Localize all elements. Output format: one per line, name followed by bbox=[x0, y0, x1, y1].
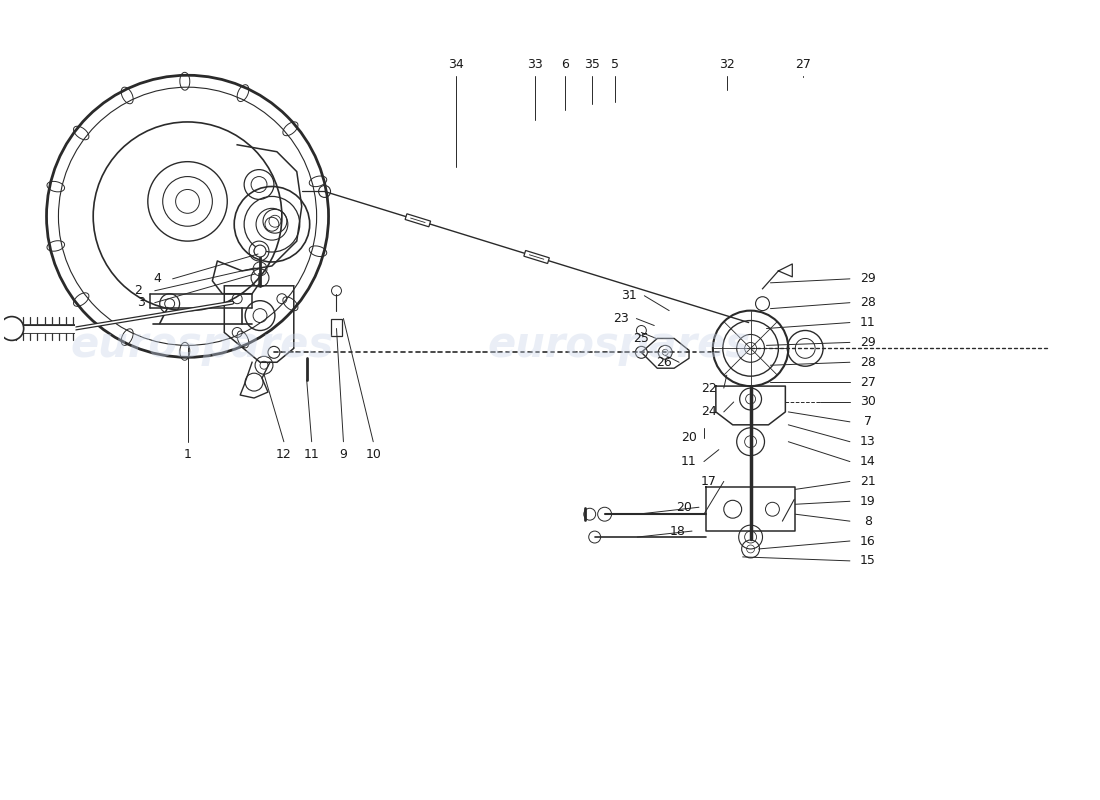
Text: 26: 26 bbox=[657, 356, 672, 369]
Text: 27: 27 bbox=[860, 376, 876, 389]
Text: 28: 28 bbox=[860, 356, 876, 369]
Text: 8: 8 bbox=[864, 514, 872, 528]
Text: 27: 27 bbox=[795, 58, 811, 71]
Text: 7: 7 bbox=[864, 415, 872, 428]
Polygon shape bbox=[524, 250, 549, 263]
Text: 6: 6 bbox=[561, 58, 569, 71]
Text: 24: 24 bbox=[701, 406, 717, 418]
Text: 13: 13 bbox=[860, 435, 876, 448]
Text: 2: 2 bbox=[134, 284, 142, 298]
Circle shape bbox=[0, 317, 24, 341]
Text: 20: 20 bbox=[676, 501, 692, 514]
Text: 12: 12 bbox=[276, 448, 292, 461]
Text: 11: 11 bbox=[304, 448, 319, 461]
Polygon shape bbox=[405, 214, 430, 227]
Text: 11: 11 bbox=[860, 316, 876, 329]
Text: 22: 22 bbox=[701, 382, 717, 394]
Text: 29: 29 bbox=[860, 272, 876, 286]
Text: 1: 1 bbox=[184, 448, 191, 461]
Text: 28: 28 bbox=[860, 296, 876, 309]
Text: 16: 16 bbox=[860, 534, 876, 547]
Text: 18: 18 bbox=[669, 525, 685, 538]
Text: 17: 17 bbox=[701, 475, 717, 488]
Text: 31: 31 bbox=[621, 290, 637, 302]
Text: 34: 34 bbox=[448, 58, 463, 71]
Text: 15: 15 bbox=[860, 554, 876, 567]
Text: 25: 25 bbox=[634, 332, 649, 345]
Text: 10: 10 bbox=[365, 448, 382, 461]
Text: 14: 14 bbox=[860, 455, 876, 468]
Text: 33: 33 bbox=[527, 58, 543, 71]
Text: 3: 3 bbox=[136, 296, 145, 309]
Text: 9: 9 bbox=[340, 448, 348, 461]
Text: 30: 30 bbox=[860, 395, 876, 409]
Text: 20: 20 bbox=[681, 431, 697, 444]
Text: eurospares: eurospares bbox=[488, 324, 751, 366]
Circle shape bbox=[254, 245, 266, 257]
Bar bbox=[330, 318, 342, 337]
Text: 5: 5 bbox=[610, 58, 618, 71]
Text: eurospares: eurospares bbox=[70, 324, 334, 366]
Text: 21: 21 bbox=[860, 475, 876, 488]
Text: 32: 32 bbox=[719, 58, 735, 71]
Text: 11: 11 bbox=[681, 455, 697, 468]
Text: 35: 35 bbox=[584, 58, 600, 71]
Text: 29: 29 bbox=[860, 336, 876, 349]
Text: 19: 19 bbox=[860, 494, 876, 508]
Text: 23: 23 bbox=[614, 312, 629, 325]
Text: 4: 4 bbox=[154, 272, 162, 286]
